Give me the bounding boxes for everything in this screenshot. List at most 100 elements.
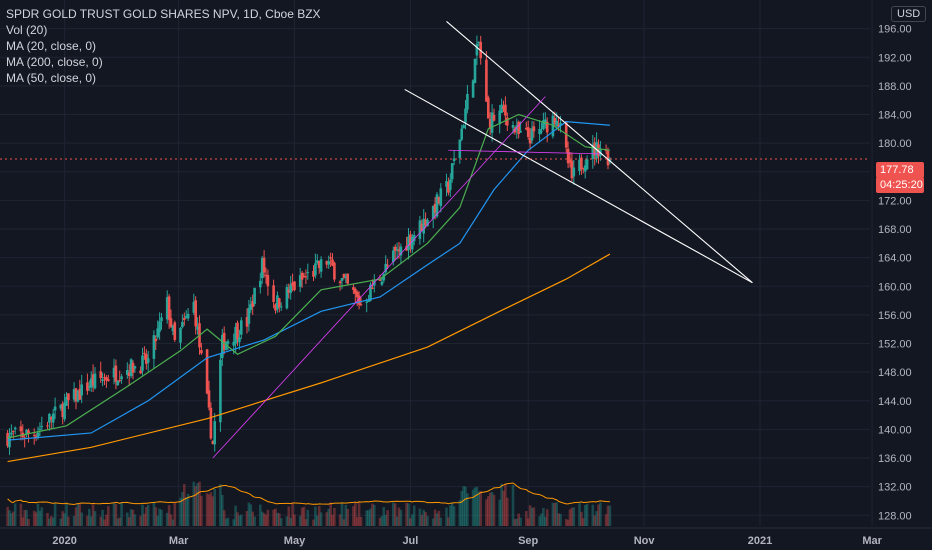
ma50-line	[7, 121, 610, 441]
legend-ma20[interactable]: MA (20, close, 0)	[6, 39, 97, 53]
time-tick-label: Nov	[634, 535, 656, 547]
candle-body	[306, 272, 310, 274]
candle-body	[593, 142, 596, 156]
volume-bar	[422, 509, 425, 526]
candle-body	[236, 322, 239, 340]
candle-body	[492, 115, 496, 121]
candle-body	[553, 117, 557, 124]
candle-body	[266, 275, 270, 287]
moving-averages	[7, 113, 611, 463]
volume-bar	[74, 507, 78, 526]
volume-bar	[184, 497, 188, 526]
candle-body	[276, 295, 279, 310]
volume-bar	[447, 517, 450, 526]
volume-bar	[13, 503, 17, 526]
legend-ma200[interactable]: MA (200, close, 0)	[6, 55, 103, 69]
volume-bar	[194, 486, 197, 526]
candle-body	[424, 219, 427, 226]
candle-body	[582, 168, 585, 170]
candle-body	[354, 288, 357, 294]
volume-bar	[6, 506, 9, 526]
volume-bar	[72, 515, 76, 526]
volume-bar	[25, 509, 28, 526]
volume-bar	[259, 504, 262, 526]
volume-bar	[515, 518, 519, 526]
currency-badge[interactable]: USD	[891, 6, 927, 22]
legend-title[interactable]: SPDR GOLD TRUST GOLD SHARES NPV, 1D, Cbo…	[6, 7, 321, 21]
candle-body	[222, 332, 226, 350]
volume-bar	[487, 496, 490, 526]
candle-body	[544, 119, 547, 125]
volume-bar	[464, 486, 467, 526]
volume-bar	[192, 481, 196, 526]
volume-bar	[107, 506, 110, 526]
candle-body	[578, 159, 581, 171]
volume-bar	[542, 507, 545, 526]
time-tick-label: 2020	[52, 535, 76, 547]
candle-body	[10, 432, 13, 435]
volume-bar	[196, 483, 199, 526]
candle-body	[8, 435, 11, 448]
volume-bar	[89, 516, 93, 526]
volume-bar	[312, 519, 315, 526]
volume-bar	[236, 512, 239, 526]
volume-bar	[183, 484, 186, 526]
volume-bar	[222, 510, 226, 526]
volume-bar	[595, 511, 598, 526]
price-tick-label: 140.00	[878, 424, 912, 436]
candle-body	[498, 110, 501, 125]
volume-bar	[126, 512, 129, 526]
volume-bar	[475, 486, 479, 526]
candle-body	[154, 338, 158, 342]
candle-body	[471, 80, 475, 98]
volume-bar	[471, 489, 475, 526]
volume-bar	[247, 502, 251, 526]
candle-body	[205, 349, 209, 394]
volume-bar	[583, 504, 587, 526]
candle-body	[386, 264, 389, 266]
candle-body	[411, 236, 414, 250]
price-tick-label: 184.00	[878, 110, 912, 122]
volume-bar	[143, 513, 146, 526]
volume-bar	[528, 505, 532, 526]
volume-bar	[380, 516, 384, 526]
candle-body	[207, 390, 211, 408]
volume-bar	[460, 491, 463, 526]
volume-bar	[209, 492, 213, 526]
candle-body	[289, 284, 292, 293]
candle-body	[143, 352, 146, 355]
volume-bar	[479, 490, 482, 526]
candle-body	[369, 284, 372, 301]
candle-body	[357, 295, 361, 305]
price-tick-label: 196.00	[878, 24, 912, 36]
volume-bar	[40, 507, 44, 526]
volume-bar	[200, 495, 203, 526]
candle-body	[591, 144, 595, 159]
candle-body	[412, 235, 416, 242]
legend-volume[interactable]: Vol (20)	[6, 23, 48, 37]
candle-body	[6, 432, 9, 446]
volume-bar	[557, 513, 560, 526]
candle-body	[555, 120, 558, 127]
volume-bar	[382, 507, 386, 526]
volume-bar	[103, 519, 106, 526]
volume-bar	[278, 513, 281, 526]
candle-body	[435, 194, 439, 217]
volume-bar	[264, 514, 268, 526]
volume-bar	[412, 505, 416, 526]
candle-body	[194, 300, 197, 327]
volume-bar	[365, 510, 368, 526]
candle-body	[437, 196, 441, 204]
volume-bar	[369, 508, 372, 526]
legend-ma50[interactable]: MA (50, close, 0)	[6, 71, 97, 85]
volume-bar	[437, 510, 441, 526]
grid-lines	[0, 0, 873, 526]
volume-bar	[27, 519, 30, 526]
volume-bar	[251, 511, 254, 526]
volume-bar	[46, 512, 49, 526]
candle-body	[209, 407, 213, 439]
candle-body	[559, 123, 562, 126]
volume-bar	[169, 514, 173, 526]
candle-body	[291, 282, 294, 286]
